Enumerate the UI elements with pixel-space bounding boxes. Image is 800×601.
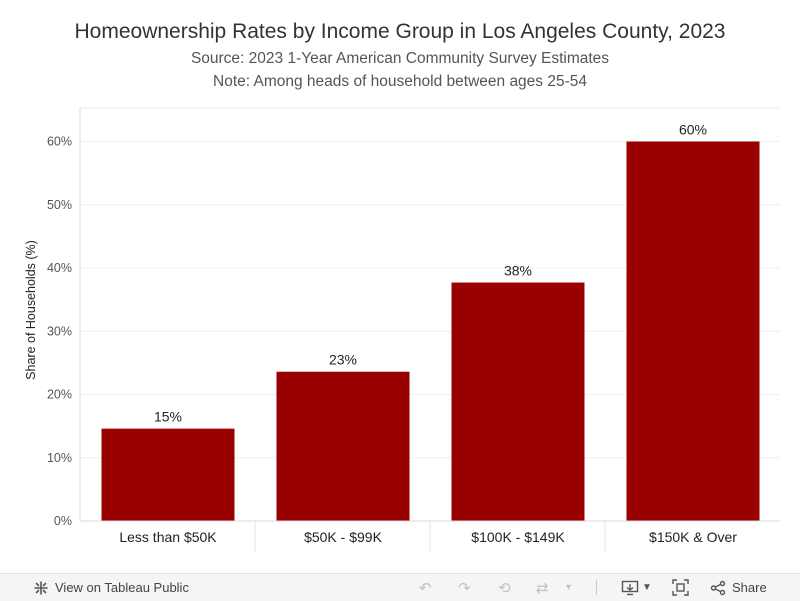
y-tick-label: 20%: [47, 388, 72, 402]
data-label: 15%: [154, 409, 182, 425]
view-on-tableau-label: View on Tableau Public: [55, 580, 189, 595]
plot-area: 0% 10% 20% 30% 40% 50% 60% 15% Less than $50K 23%…: [47, 107, 780, 552]
data-label: 38%: [504, 263, 532, 279]
y-axis-title: Share of Households (%): [24, 240, 38, 380]
pause-icon[interactable]: ▾: [566, 582, 572, 593]
view-on-tableau-link[interactable]: View on Tableau Public: [33, 574, 189, 601]
chart-subtitle-note: Note: Among heads of household between a…: [213, 73, 587, 90]
x-tick-label: $50K - $99K: [304, 529, 382, 545]
data-label: 23%: [329, 352, 357, 368]
chart-title: Homeownership Rates by Income Group in L…: [74, 20, 726, 43]
data-label: 60%: [679, 122, 707, 138]
y-tick-label: 60%: [47, 135, 72, 149]
chart-subtitle-source: Source: 2023 1-Year American Community S…: [190, 50, 610, 67]
bar[interactable]: [276, 371, 410, 521]
redo-icon[interactable]: ↷: [458, 579, 471, 597]
undo-icon[interactable]: ↶: [419, 579, 432, 597]
x-tick-label: $100K - $149K: [471, 529, 565, 545]
tableau-logo-icon: [34, 580, 48, 595]
share-label: Share: [732, 580, 767, 595]
toolbar-divider: [596, 580, 597, 595]
bar-chart: 0% 10% 20% 30% 40% 50% 60% 15% Less than $50K 23%…: [24, 107, 780, 552]
bar[interactable]: [101, 428, 235, 521]
download-dropdown-icon: ▼: [642, 582, 652, 593]
y-tick-label: 10%: [47, 451, 72, 465]
share-button[interactable]: Share: [710, 574, 767, 601]
tableau-toolbar: View on Tableau Public ↶ ↷ ⟲ ⇄ ▾ ▼: [0, 573, 800, 601]
fullscreen-button[interactable]: [672, 574, 689, 601]
refresh-icon[interactable]: ⇄: [536, 579, 549, 597]
download-button[interactable]: ▼: [621, 574, 652, 601]
y-tick-label: 30%: [47, 324, 72, 338]
share-icon: [710, 580, 726, 595]
y-tick-label: 40%: [47, 261, 72, 275]
bar[interactable]: [626, 141, 760, 522]
x-tick-label: $150K & Over: [649, 529, 737, 545]
fullscreen-icon: [672, 579, 689, 596]
download-icon: [621, 580, 639, 595]
revert-icon[interactable]: ⟲: [498, 579, 511, 597]
bar[interactable]: [451, 282, 585, 521]
x-tick-label: Less than $50K: [119, 529, 217, 545]
y-tick-label: 0%: [54, 514, 72, 528]
y-tick-label: 50%: [47, 198, 72, 212]
